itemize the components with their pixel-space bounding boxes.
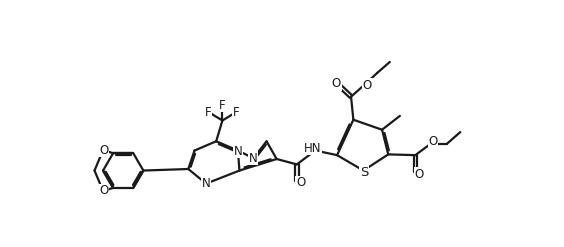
- Text: O: O: [99, 185, 108, 197]
- Text: O: O: [99, 144, 108, 157]
- Text: O: O: [363, 79, 372, 92]
- Text: O: O: [332, 77, 341, 90]
- Text: F: F: [233, 105, 240, 119]
- Text: O: O: [429, 135, 438, 148]
- Text: O: O: [415, 168, 424, 181]
- Text: N: N: [249, 152, 258, 165]
- Text: F: F: [205, 105, 212, 119]
- Text: N: N: [202, 177, 210, 190]
- Text: F: F: [219, 99, 226, 112]
- Text: O: O: [296, 176, 305, 189]
- Text: HN: HN: [303, 142, 321, 155]
- Text: N: N: [233, 145, 243, 158]
- Text: S: S: [360, 165, 368, 179]
